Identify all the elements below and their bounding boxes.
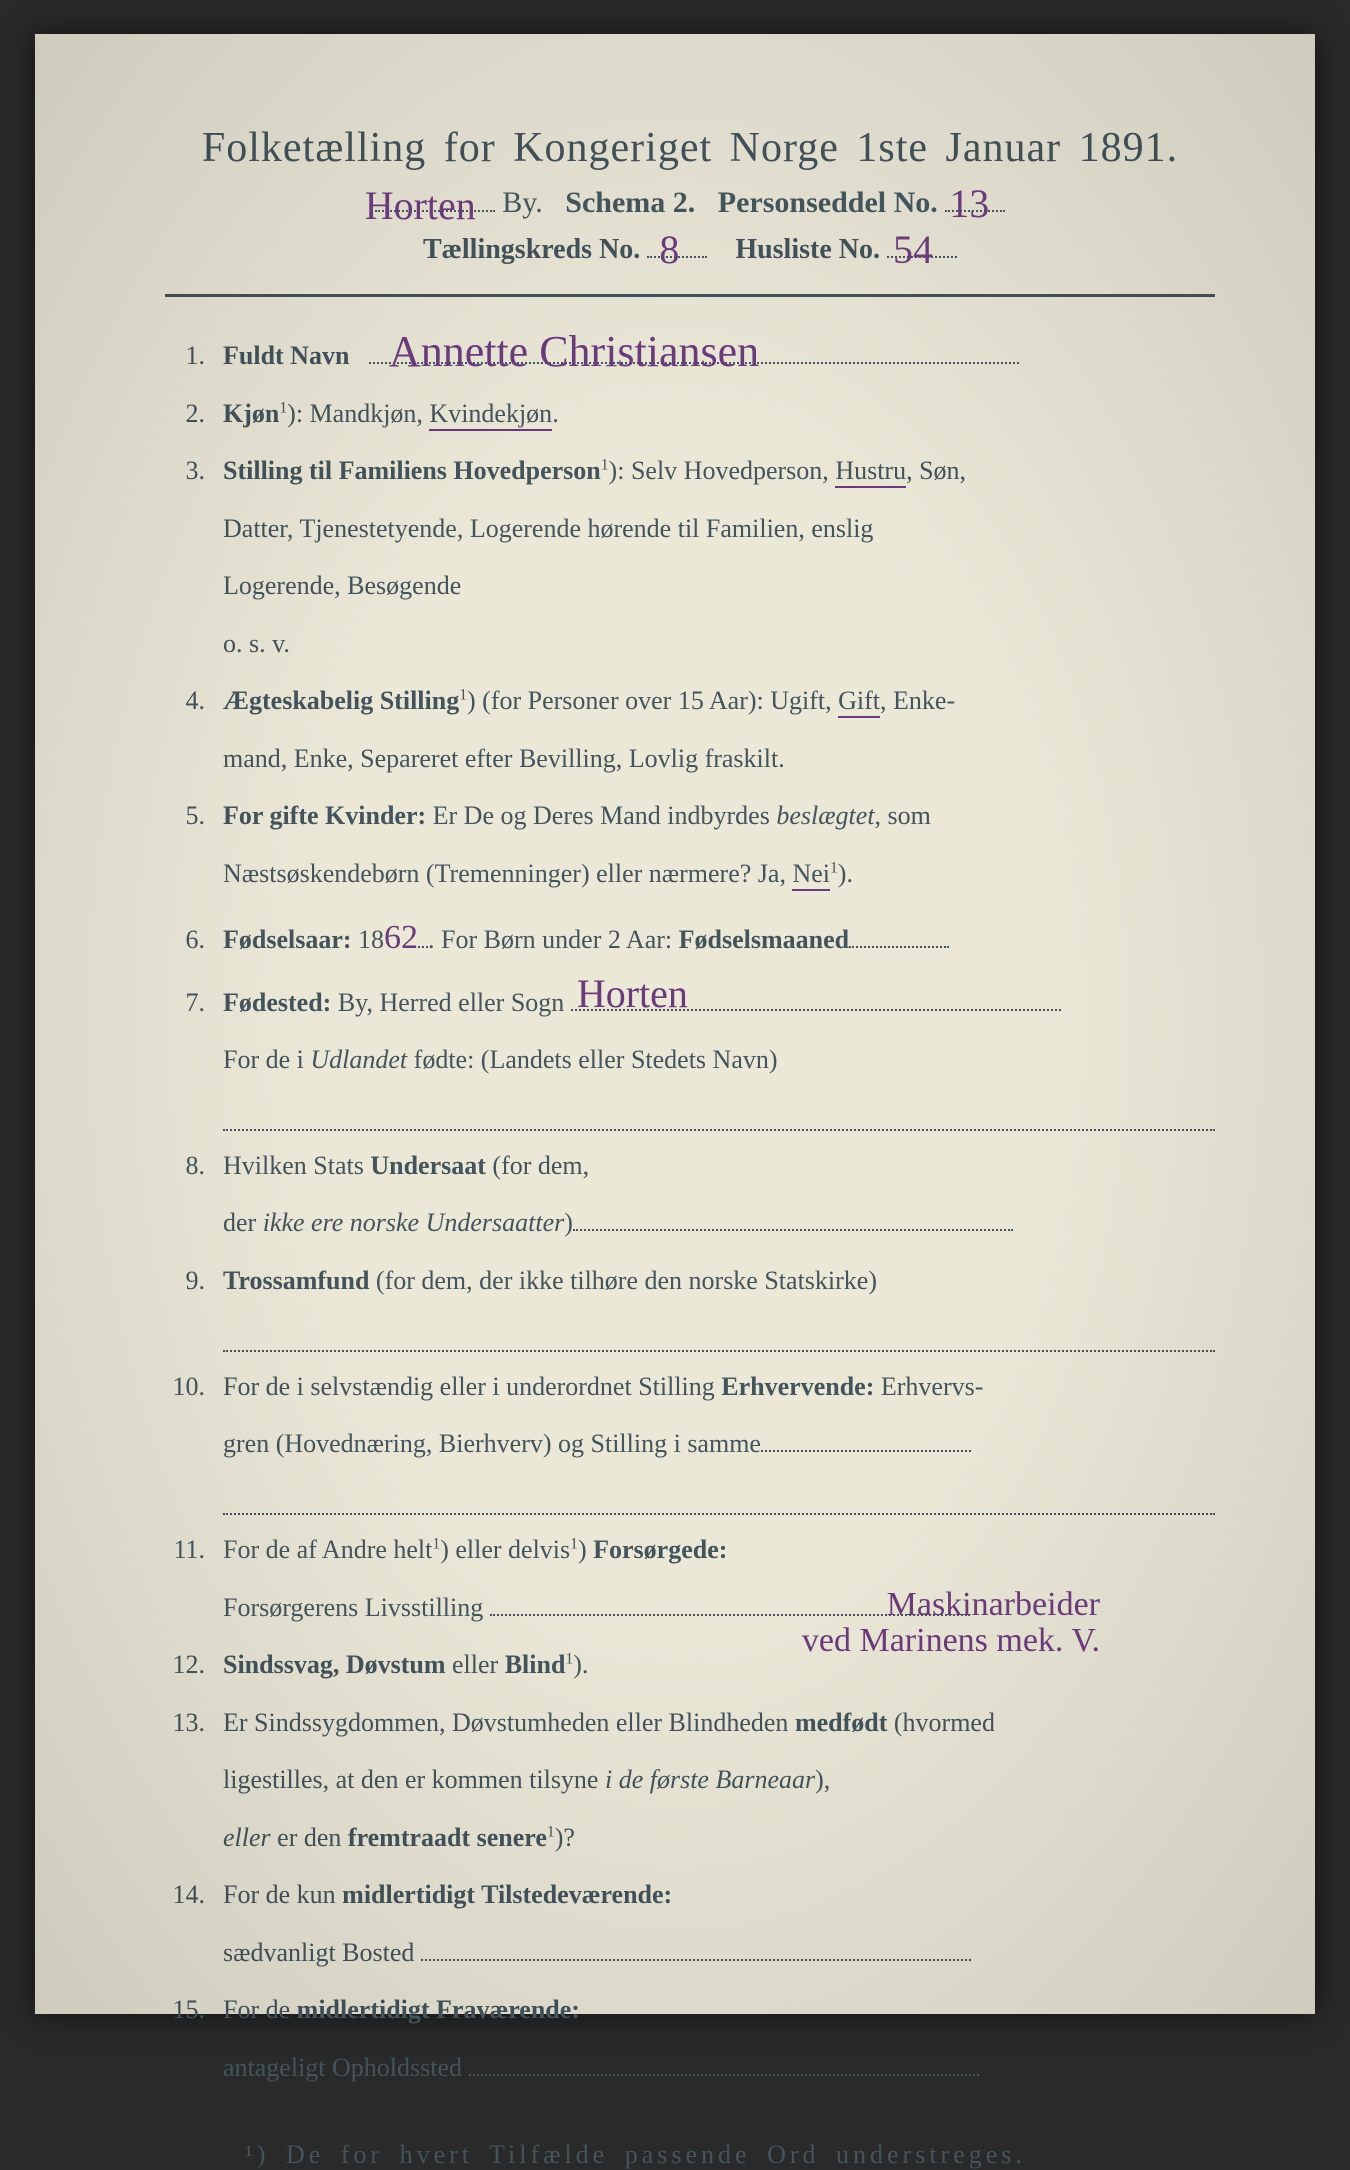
tertiary-row: Tællingskreds No. 8 Husliste No. 54 [165,234,1215,266]
census-form-page: Folketælling for Kongeriget Norge 1ste J… [35,34,1315,2014]
item-13-line3: eller er den fremtraadt senere1)? [165,1815,1215,1861]
item-10-line2: gren (Hovednæring, Bierhverv) og Stillin… [165,1421,1215,1467]
item-7-blank [223,1095,1215,1131]
item-9: 9. Trossamfund (for dem, der ikke tilhør… [165,1258,1215,1304]
item-8-line2: der ikke ere norske Undersaatter) [165,1200,1215,1246]
provider-occupation-hw-2: ved Marinens mek. V. [802,1611,1100,1671]
item-3-line2: Datter, Tjenestetyende, Logerende hørend… [165,506,1215,552]
relation-underlined: Hustru [835,456,906,488]
main-title: Folketælling for Kongeriget Norge 1ste J… [165,124,1215,172]
birthyear-handwritten: 62 [384,908,418,968]
related-underlined: Nei [792,859,830,891]
item-14: 14. For de kun midlertidigt Tilstedevære… [165,1872,1215,1918]
item-1: 1. Fuldt Navn Annette Christiansen [165,333,1215,379]
header-divider [165,294,1215,297]
item-5: 5. For gifte Kvinder: Er De og Deres Man… [165,793,1215,839]
item-4-line2: mand, Enke, Separeret efter Bevilling, L… [165,736,1215,782]
form-header: Folketælling for Kongeriget Norge 1ste J… [165,124,1215,266]
item-2: 2. Kjøn1): Mandkjøn, Kvindekjøn. [165,391,1215,437]
husliste-no-handwritten: 54 [893,226,933,273]
birthplace-handwritten: Horten [577,959,688,1029]
gender-underlined: Kvindekjøn [429,399,552,431]
item-6: 6. Fødselsaar: 1862. For Børn under 2 Aa… [165,908,1215,968]
item-13-line2: ligestilles, at den er kommen tilsyne i … [165,1757,1215,1803]
item-13: 13. Er Sindssygdommen, Døvstumheden elle… [165,1700,1215,1746]
item-5-line2: Næstsøskendebørn (Tremenninger) eller næ… [165,851,1215,897]
item-3: 3. Stilling til Familiens Hovedperson1):… [165,448,1215,494]
tallingskreds-no-handwritten: 8 [659,226,679,273]
item-3-line4: o. s. v. [165,621,1215,667]
form-items: 1. Fuldt Navn Annette Christiansen 2. Kj… [165,333,1215,2090]
personseddel-no-handwritten: 13 [949,180,989,227]
item-15-line2: antageligt Opholdssted [165,2045,1215,2091]
item-15: 15. For de midlertidigt Fraværende: [165,1987,1215,2033]
item-9-blank [223,1315,1215,1351]
item-10-blank [223,1479,1215,1515]
full-name-handwritten: Annette Christiansen [389,313,759,390]
city-handwritten: Horten [365,182,476,229]
item-11: 11. For de af Andre helt1) eller delvis1… [165,1527,1215,1573]
marital-underlined: Gift [838,686,880,718]
item-7: 7. Fødested: By, Herred eller Sogn Horte… [165,980,1215,1026]
item-11-line2: Forsørgerens Livsstilling Maskinarbeider… [165,1585,1215,1631]
item-8: 8. Hvilken Stats Undersaat (for dem, [165,1143,1215,1189]
item-4: 4. Ægteskabelig Stilling1) (for Personer… [165,678,1215,724]
footnote: ¹) De for hvert Tilfælde passende Ord un… [165,2140,1215,2170]
item-3-line3: Logerende, Besøgende [165,563,1215,609]
item-14-line2: sædvanligt Bosted [165,1930,1215,1976]
subtitle-row: Horten By. Schema 2. Personseddel No. 13 [165,186,1215,220]
item-10: 10. For de i selvstændig eller i underor… [165,1364,1215,1410]
item-7-line2: For de i Udlandet fødte: (Landets eller … [165,1037,1215,1083]
